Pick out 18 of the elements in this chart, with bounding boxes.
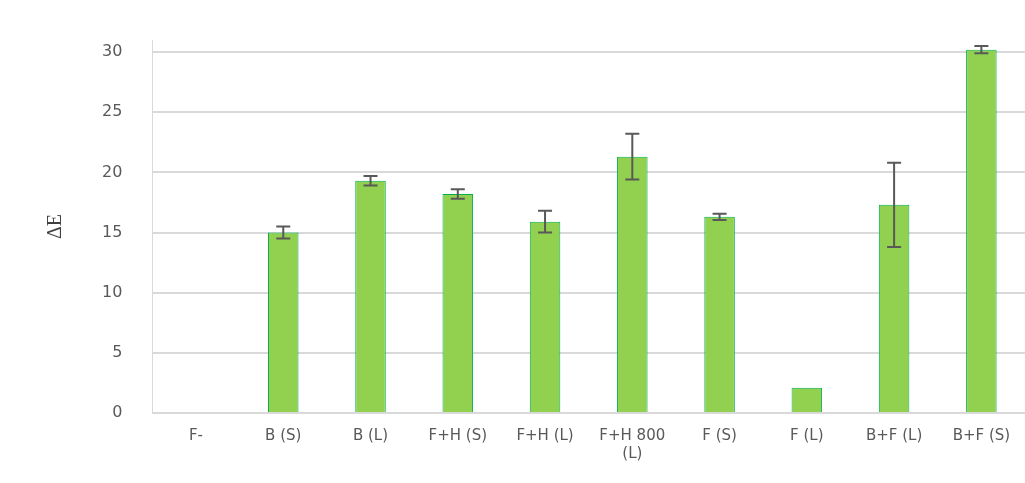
x-tick-label: B+F (S) xyxy=(952,425,1011,444)
x-tick-label: F+H (L) xyxy=(516,425,574,444)
x-tick-label: B+F (L) xyxy=(865,425,923,444)
y-tick-label: 30 xyxy=(102,41,123,61)
y-tick-label: 0 xyxy=(112,402,123,422)
y-tick-label: 25 xyxy=(102,101,123,121)
x-tick-label: B (L) xyxy=(352,425,389,444)
x-tick-label: F (S) xyxy=(702,425,737,444)
y-axis-title: ΔE xyxy=(43,213,66,240)
y-tick-label: 5 xyxy=(112,341,123,361)
x-tick-label: F- xyxy=(188,425,204,444)
y-tick-label: 20 xyxy=(102,161,123,181)
x-tick-label: F (L) xyxy=(790,425,824,444)
y-tick-label: 15 xyxy=(102,221,123,241)
x-tick-label: F+H (S) xyxy=(428,425,488,444)
x-tick-label: B (S) xyxy=(265,425,302,444)
x-tick-label: F+H 800 (L) xyxy=(599,425,666,462)
y-tick-label: 10 xyxy=(102,281,123,301)
